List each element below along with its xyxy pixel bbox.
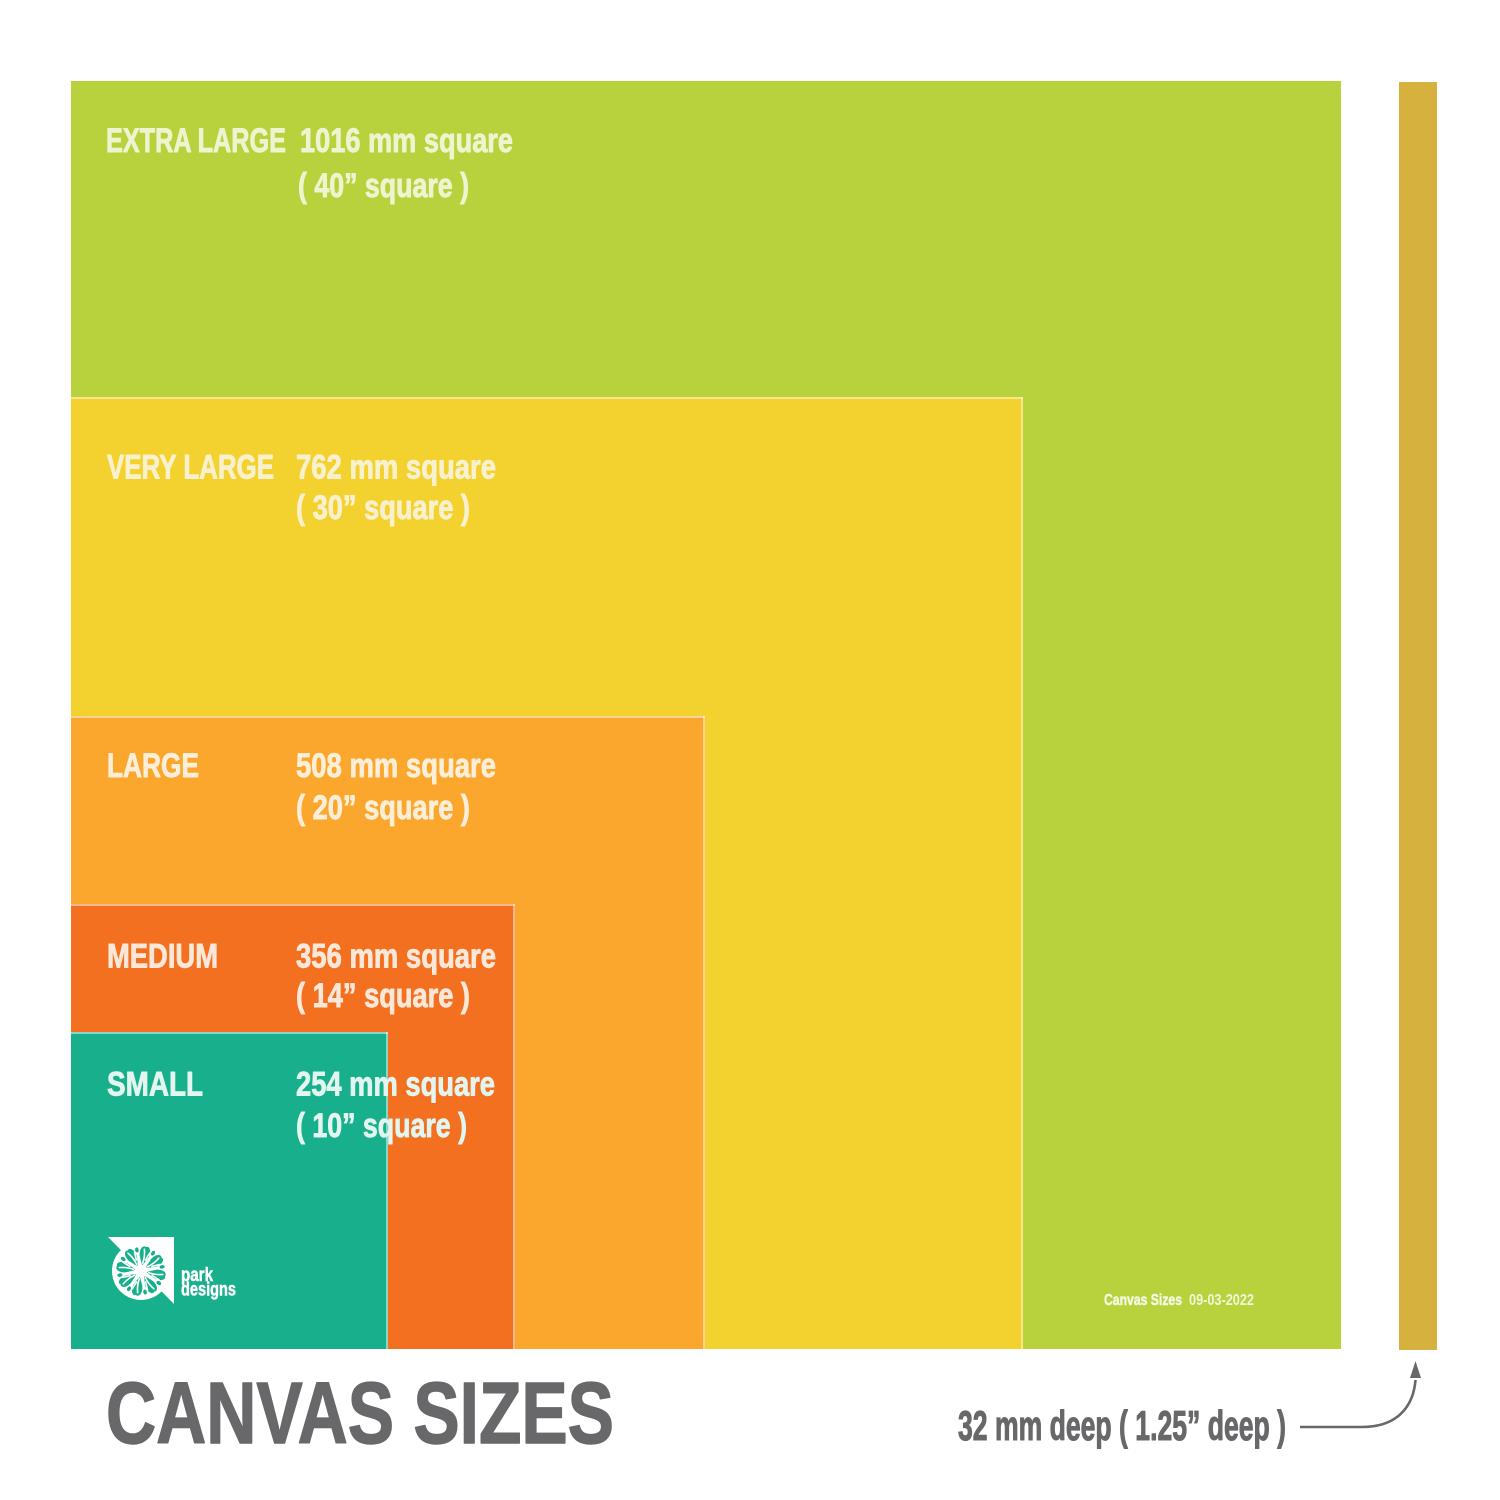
svg-text:1016 mm square: 1016 mm square [300,122,513,160]
svg-text:( 14” square ): ( 14” square ) [296,977,470,1015]
svg-text:VERY LARGE: VERY LARGE [107,449,274,487]
svg-text:( 30” square ): ( 30” square ) [296,489,470,527]
svg-text:( 20” square ): ( 20” square ) [296,789,470,827]
svg-text:( 10” square ): ( 10” square ) [296,1107,467,1145]
svg-text:254 mm square: 254 mm square [296,1066,495,1104]
svg-text:designs: designs [181,1280,236,1301]
svg-text:LARGE: LARGE [107,747,199,785]
svg-text:09-03-2022: 09-03-2022 [1189,1292,1254,1309]
svg-text:MEDIUM: MEDIUM [107,938,218,976]
svg-text:762 mm square: 762 mm square [296,449,496,487]
svg-text:SMALL: SMALL [107,1066,203,1104]
svg-text:32 mm deep ( 1.25” deep ): 32 mm deep ( 1.25” deep ) [958,1402,1286,1449]
svg-text:Canvas Sizes: Canvas Sizes [1104,1292,1182,1309]
svg-text:EXTRA LARGE: EXTRA LARGE [106,122,286,160]
svg-text:CANVAS SIZES: CANVAS SIZES [106,1365,614,1462]
svg-text:508 mm square: 508 mm square [296,747,496,785]
svg-text:park: park [181,1265,213,1286]
svg-text:( 40” square ): ( 40” square ) [298,167,469,205]
svg-text:356 mm square: 356 mm square [296,938,496,976]
